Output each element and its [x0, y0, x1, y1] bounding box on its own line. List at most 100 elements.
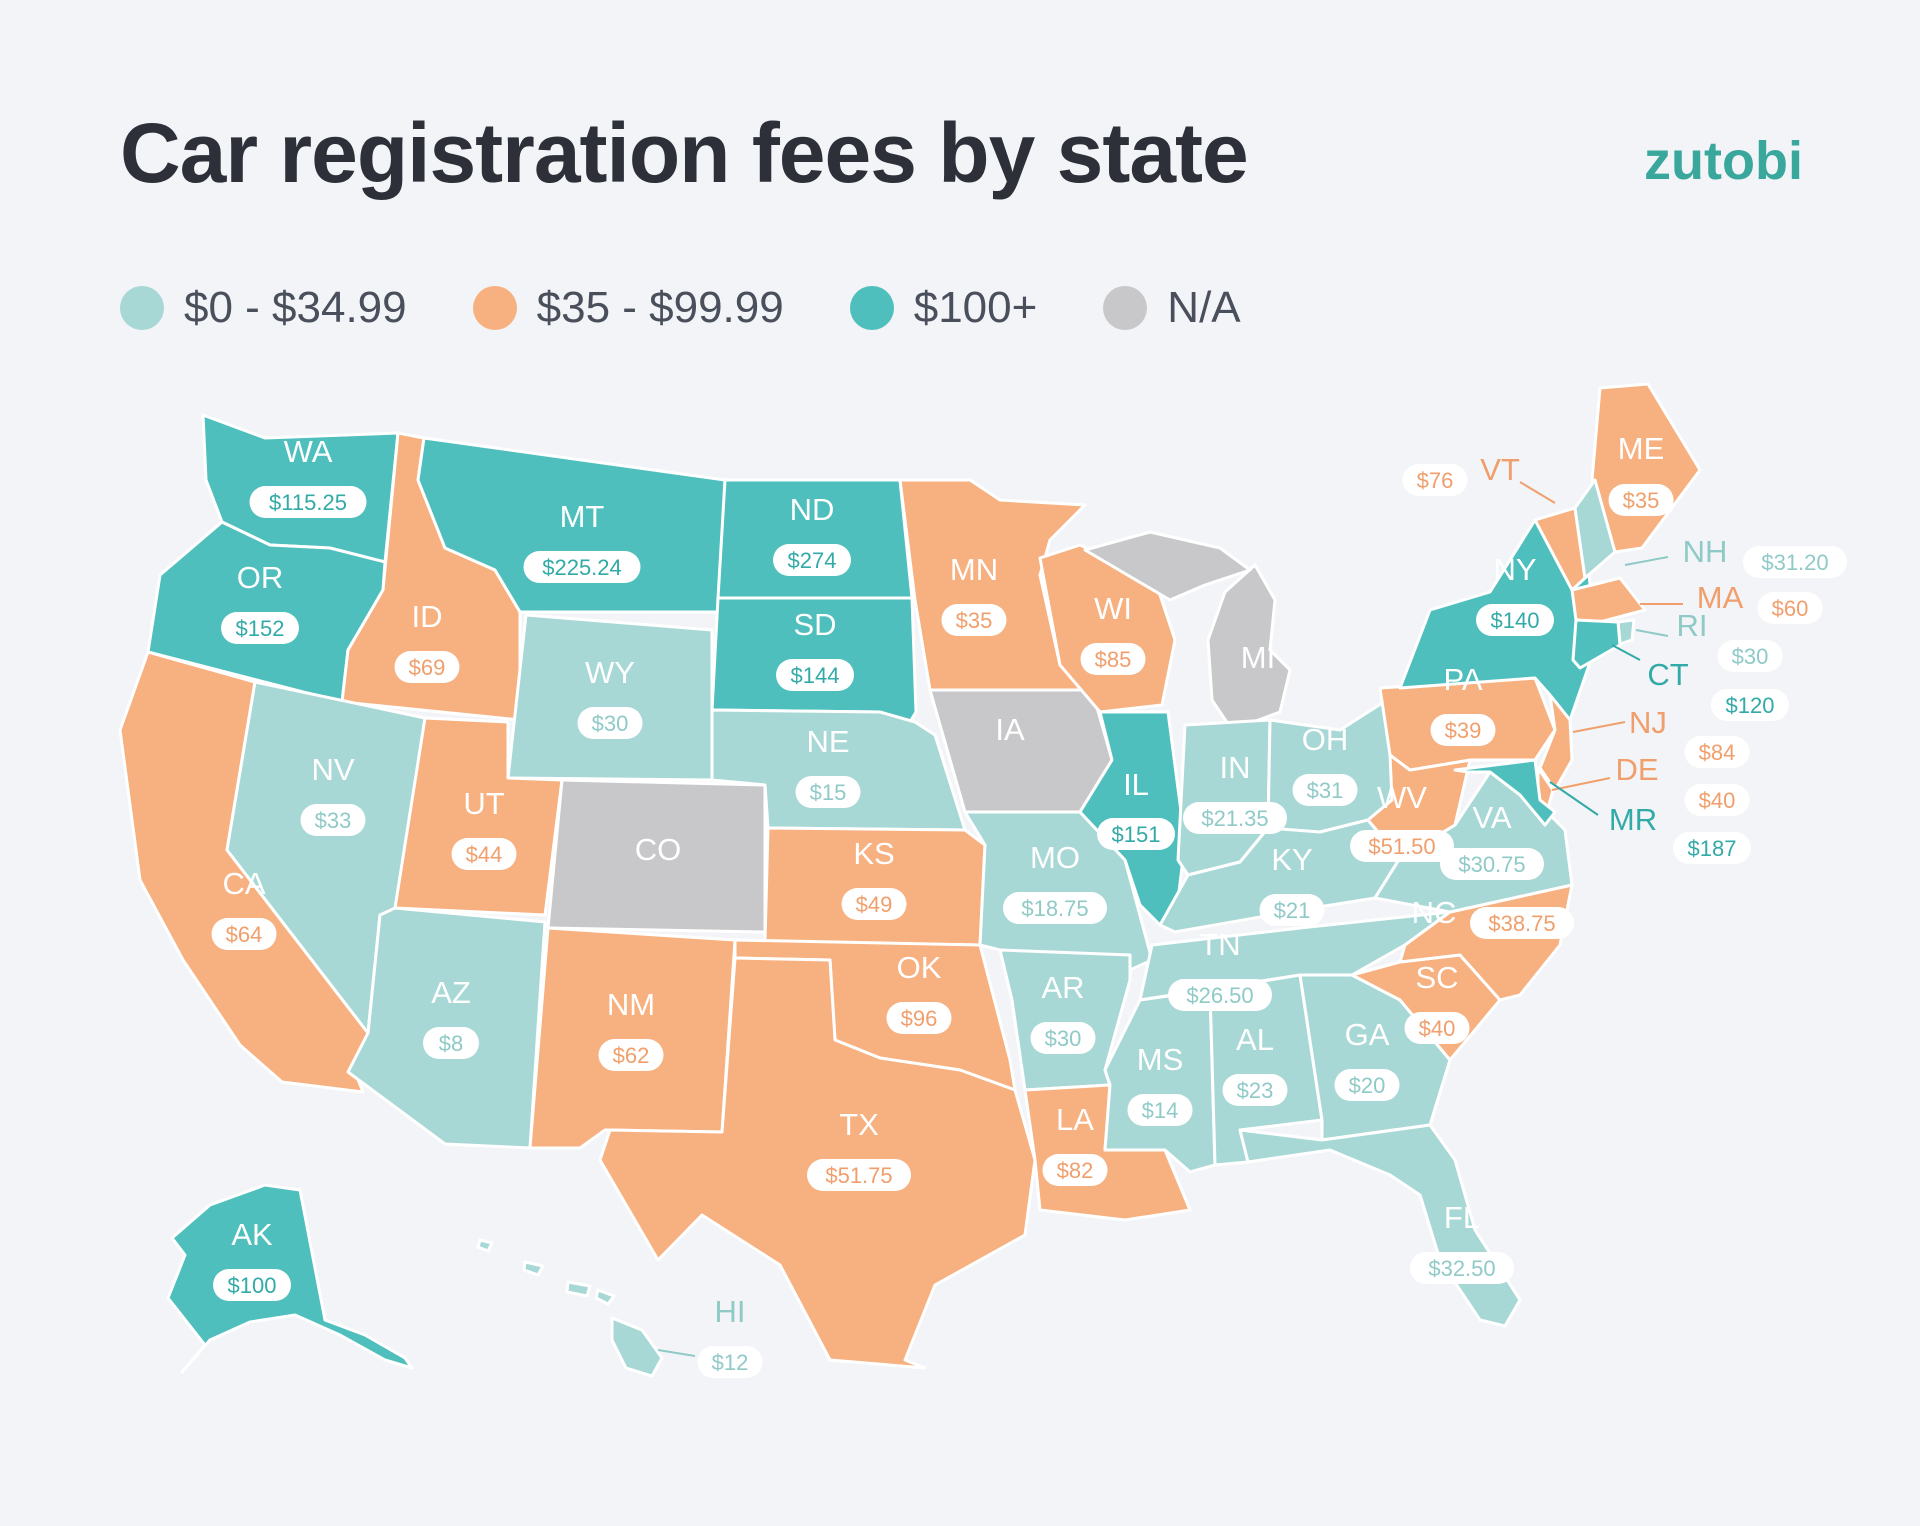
fee-label-va: $30.75 [1458, 852, 1525, 877]
state-code-nj: NJ [1629, 705, 1667, 740]
fee-label-wa: $115.25 [269, 490, 347, 515]
fee-pill-ca [211, 918, 277, 950]
fee-label-nv: $33 [315, 808, 352, 833]
state-code-ar: AR [1041, 970, 1084, 1005]
fee-pill-az [423, 1027, 479, 1059]
fee-label-ar: $30 [1045, 1026, 1082, 1051]
legend-item-mid: $35 - $99.99 [472, 283, 784, 333]
fee-label-hi: $12 [712, 1350, 749, 1375]
state-code-nh: NH [1683, 534, 1728, 569]
state-code-ia: IA [995, 712, 1025, 747]
state-shape-ak [166, 1183, 414, 1374]
fee-pill-nj [1684, 736, 1750, 768]
state-code-hi: HI [715, 1294, 746, 1329]
fee-label-nd: $274 [788, 548, 837, 573]
fee-pill-va [1440, 848, 1544, 880]
leader-line-ct [1611, 644, 1641, 661]
state-code-ky: KY [1271, 842, 1312, 877]
fee-pill-ky [1259, 894, 1325, 926]
state-code-me: ME [1618, 431, 1665, 466]
leader-line-mr [1549, 781, 1599, 816]
fee-label-fl: $32.50 [1428, 1256, 1495, 1281]
fee-pill-ks [841, 888, 907, 920]
state-code-nm: NM [607, 987, 655, 1022]
state-code-va: VA [1472, 800, 1511, 835]
fee-label-nc: $38.75 [1488, 911, 1555, 936]
legend: $0 - $34.99 $35 - $99.99 $100+ N/A [120, 278, 1307, 338]
state-code-vt: VT [1480, 452, 1520, 487]
fee-label-ct: $120 [1726, 693, 1775, 718]
fee-label-in: $21.35 [1201, 806, 1268, 831]
state-shape-mn [898, 478, 1092, 692]
fee-pill-ma [1757, 592, 1823, 624]
fee-label-ca: $64 [226, 922, 263, 947]
state-code-mt: MT [560, 499, 605, 534]
fee-label-or: $152 [236, 616, 285, 641]
fee-label-oh: $31 [1307, 778, 1344, 803]
fee-pill-fl [1410, 1252, 1514, 1284]
state-code-wa: WA [284, 434, 333, 469]
fee-label-ny: $140 [1491, 608, 1540, 633]
fee-pill-vt [1402, 464, 1468, 496]
fee-pill-nd [773, 544, 851, 576]
state-code-nv: NV [311, 752, 354, 787]
state-code-ri: RI [1677, 608, 1708, 643]
fee-label-il: $151 [1112, 822, 1161, 847]
state-shape-fl [1238, 1123, 1522, 1328]
fee-label-ne: $15 [810, 780, 847, 805]
fee-label-pa: $39 [1445, 718, 1482, 743]
fee-pill-ak [213, 1269, 291, 1301]
state-code-al: AL [1236, 1022, 1274, 1057]
legend-swatch-mid [472, 286, 517, 330]
leader-line-hi [657, 1349, 696, 1357]
state-shape-wy [506, 613, 714, 782]
state-code-mr: MR [1609, 802, 1657, 837]
fee-pill-nv [300, 804, 366, 836]
fee-pill-nh [1743, 546, 1847, 578]
fee-label-wv: $51.50 [1368, 834, 1435, 859]
fee-label-la: $82 [1057, 1158, 1094, 1183]
fee-pill-wv [1350, 830, 1454, 862]
fee-pill-oh [1292, 774, 1358, 806]
fee-pill-tn [1168, 979, 1272, 1011]
state-code-ak: AK [231, 1217, 273, 1252]
fee-pill-nc [1470, 907, 1574, 939]
legend-label-high: $100+ [913, 283, 1038, 332]
legend-label-na: N/A [1167, 283, 1241, 332]
fee-pill-ut [451, 838, 517, 870]
fee-label-nm: $62 [613, 1043, 650, 1068]
fee-pill-al [1222, 1074, 1288, 1106]
state-code-or: OR [237, 560, 284, 595]
fee-pill-ne [795, 776, 861, 808]
legend-item-high: $100+ [849, 283, 1038, 333]
fee-label-mr: $187 [1688, 836, 1737, 861]
state-code-ca: CA [222, 866, 265, 901]
brand-logo: zutobi [1644, 131, 1803, 191]
state-code-tx: TX [839, 1107, 879, 1142]
fee-pill-ga [1334, 1069, 1400, 1101]
fee-pill-id [394, 651, 460, 683]
fee-label-wi: $85 [1095, 647, 1132, 672]
fee-pill-hi [697, 1346, 763, 1378]
fee-label-ks: $49 [856, 892, 893, 917]
fee-pill-wi [1080, 643, 1146, 675]
leader-line-nh [1624, 556, 1669, 566]
state-code-pa: PA [1443, 662, 1482, 697]
fee-label-vt: $76 [1417, 468, 1454, 493]
state-code-ma: MA [1697, 580, 1744, 615]
fee-pill-il [1097, 818, 1175, 850]
state-code-fl: FL [1444, 1200, 1480, 1235]
fee-pill-pa [1430, 714, 1496, 746]
leader-line-nj [1572, 721, 1626, 733]
fee-label-me: $35 [1623, 488, 1660, 513]
fee-label-sc: $40 [1419, 1016, 1456, 1041]
fee-pill-tx [807, 1159, 911, 1191]
state-code-wv: WV [1377, 780, 1427, 815]
state-shape-nh [1573, 478, 1617, 580]
state-code-la: LA [1056, 1102, 1094, 1137]
state-code-nd: ND [790, 492, 835, 527]
state-code-ct: CT [1647, 657, 1688, 692]
fee-label-ak: $100 [228, 1273, 277, 1298]
state-shape-ma [1570, 576, 1647, 624]
